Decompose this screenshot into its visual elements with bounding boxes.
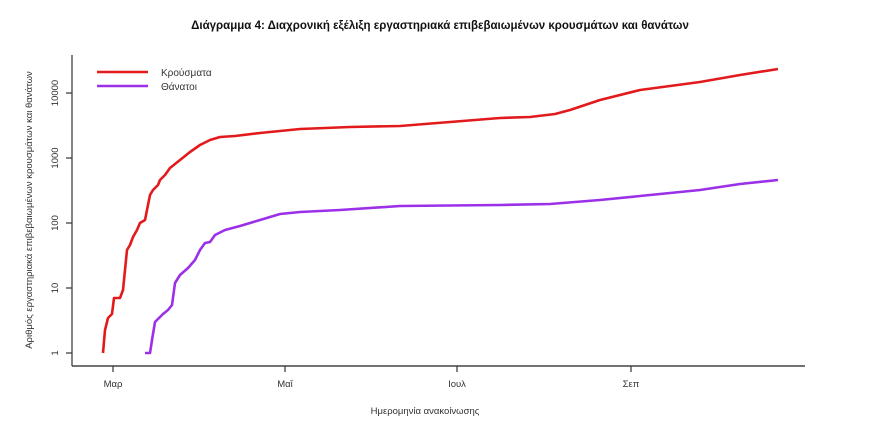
x-tick-label: Μαΐ [277,379,293,390]
series-line-cases [101,67,779,354]
x-axis-label: Ημερομηνία ανακοίνωσης [371,406,480,417]
y-tick-label: 1 [50,350,61,355]
y-tick-label: 1000 [50,147,61,168]
y-ticks: 1 10 100 1000 10000 [50,80,72,356]
y-axis-label: Αριθμός εργαστηριακά επιβεβαιωμένων κρου… [24,71,35,349]
series-line-deaths [145,178,779,355]
x-tick-label: Μαρ [104,379,123,390]
y-tick-label: 10000 [50,80,61,106]
legend-label-deaths: Θάνατοι [161,81,197,93]
legend-label-cases: Κρούσματα [161,67,212,79]
y-tick-label: 10 [50,283,61,294]
x-ticks: Μαρ Μαΐ Ιουλ Σεπ [104,366,640,390]
chart-title: Διάγραμμα 4: Διαχρονική εξέλιξη εργαστηρ… [191,20,689,32]
x-tick-label: Ιουλ [448,379,466,390]
x-tick-label: Σεπ [623,379,640,390]
y-tick-label: 100 [50,215,61,231]
legend: Κρούσματα Θάνατοι [97,67,212,93]
